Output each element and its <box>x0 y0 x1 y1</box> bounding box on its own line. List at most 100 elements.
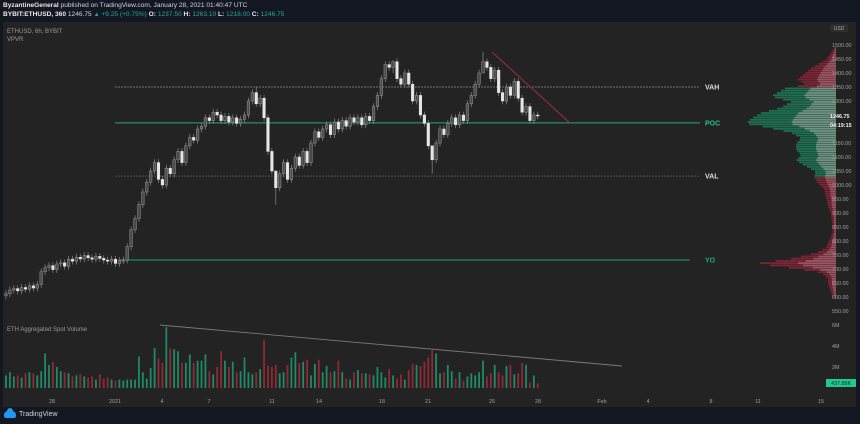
volume-bar[interactable] <box>208 371 211 388</box>
candle[interactable] <box>82 255 86 260</box>
volume-bar[interactable] <box>145 378 148 388</box>
volume-bar[interactable] <box>239 371 242 388</box>
volume-bar[interactable] <box>235 372 238 388</box>
volume-bar[interactable] <box>52 361 54 388</box>
candle[interactable] <box>172 159 176 175</box>
volume-bar[interactable] <box>478 372 481 388</box>
volume-bar[interactable] <box>114 380 117 388</box>
volume-bar[interactable] <box>286 364 289 388</box>
candle[interactable] <box>497 69 501 93</box>
candle[interactable] <box>196 128 200 141</box>
candle[interactable] <box>254 92 258 105</box>
candle[interactable] <box>438 128 442 144</box>
volume-bar[interactable] <box>204 354 207 388</box>
candle[interactable] <box>504 86 509 102</box>
candle[interactable] <box>289 167 293 180</box>
volume-bar[interactable] <box>521 362 524 388</box>
candle[interactable] <box>524 106 528 113</box>
candle[interactable] <box>125 246 129 261</box>
volume-bar[interactable] <box>216 367 219 388</box>
candle[interactable] <box>211 111 215 121</box>
candle[interactable] <box>364 116 368 126</box>
candle[interactable] <box>446 123 450 135</box>
volume-bar[interactable] <box>353 372 355 388</box>
volume-bar[interactable] <box>341 372 344 388</box>
candle[interactable] <box>94 256 98 260</box>
volume-bar[interactable] <box>184 362 187 388</box>
candle[interactable] <box>27 285 32 290</box>
candle[interactable] <box>31 285 35 289</box>
candle[interactable] <box>266 117 270 152</box>
candle[interactable] <box>481 61 485 74</box>
volume-bar[interactable] <box>231 361 234 388</box>
candle[interactable] <box>55 263 59 270</box>
candle[interactable] <box>168 167 172 175</box>
volume-bar[interactable] <box>87 377 90 389</box>
candle[interactable] <box>184 145 188 163</box>
volume-bar[interactable] <box>458 372 461 388</box>
volume-bar[interactable] <box>427 357 430 388</box>
candle[interactable] <box>239 118 243 124</box>
volume-bar[interactable] <box>497 372 500 388</box>
volume-bar[interactable] <box>149 368 152 388</box>
candle[interactable] <box>422 114 426 124</box>
volume-bar[interactable] <box>59 371 62 388</box>
candle[interactable] <box>528 106 532 121</box>
candle[interactable] <box>383 64 387 79</box>
candle[interactable] <box>317 131 321 138</box>
volume-bar[interactable] <box>302 361 305 388</box>
candle[interactable] <box>227 116 231 123</box>
candle[interactable] <box>141 191 145 205</box>
candle[interactable] <box>473 83 477 96</box>
candle[interactable] <box>274 170 278 189</box>
candle[interactable] <box>164 167 168 186</box>
volume-bar[interactable] <box>529 382 531 388</box>
candle[interactable] <box>246 100 250 116</box>
candle[interactable] <box>133 218 137 231</box>
chart-pane[interactable] <box>3 22 856 407</box>
volume-bar[interactable] <box>40 371 43 388</box>
candle[interactable] <box>117 260 121 264</box>
volume-bar[interactable] <box>106 377 109 389</box>
time-axis[interactable]: 28 2021 4 7 11 14 18 21 25 28 Feb 4 8 11 15 <box>49 399 824 405</box>
volume-bar[interactable] <box>157 358 160 388</box>
candle[interactable] <box>203 117 207 127</box>
candle[interactable] <box>199 125 204 130</box>
candle[interactable] <box>86 255 90 259</box>
candle[interactable] <box>356 117 360 123</box>
volume-bar[interactable] <box>12 376 15 388</box>
volume-bar[interactable] <box>247 372 250 388</box>
candle[interactable] <box>458 114 462 126</box>
volume-bar[interactable] <box>446 364 449 388</box>
volume-bar[interactable] <box>493 364 496 388</box>
candle[interactable] <box>270 151 274 172</box>
candle[interactable] <box>35 284 39 289</box>
candle[interactable] <box>215 111 219 116</box>
volume-bar[interactable] <box>177 351 179 388</box>
volume-trendline[interactable] <box>159 324 623 367</box>
volume-bar[interactable] <box>67 373 70 388</box>
candle[interactable] <box>454 117 458 126</box>
candle[interactable] <box>16 288 20 292</box>
volume-bar[interactable] <box>126 379 129 388</box>
volume-bar[interactable] <box>141 372 144 388</box>
volume-bar[interactable] <box>536 383 539 388</box>
candle[interactable] <box>285 162 290 180</box>
volume-bar[interactable] <box>439 373 441 388</box>
volume-bar[interactable] <box>368 374 371 388</box>
volume-bar[interactable] <box>525 364 527 388</box>
volume-bar[interactable] <box>278 373 281 388</box>
volume-bar[interactable] <box>513 374 516 388</box>
volume-bar[interactable] <box>333 371 336 388</box>
volume-bar[interactable] <box>267 365 269 388</box>
candle[interactable] <box>348 117 352 127</box>
volume-bar[interactable] <box>470 373 473 388</box>
candle[interactable] <box>250 92 254 102</box>
volume-bar[interactable] <box>400 374 402 388</box>
tradingview-logo[interactable]: TradingView <box>4 408 58 418</box>
candle[interactable] <box>430 145 434 161</box>
candle[interactable] <box>129 229 133 247</box>
author-name[interactable]: ByzantineGeneral <box>3 2 59 9</box>
volume-bar[interactable] <box>98 374 101 388</box>
candle[interactable] <box>321 128 325 138</box>
